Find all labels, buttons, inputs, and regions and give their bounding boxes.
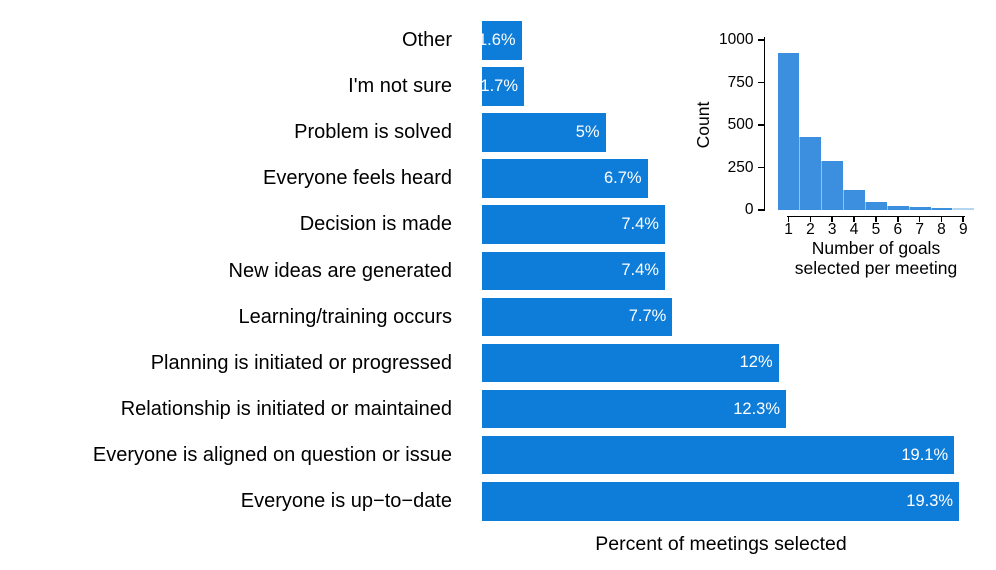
inset-y-tick-0 [757, 209, 764, 211]
inset-x-tick-label-4: 4 [849, 221, 859, 238]
inset-x-tick-2 [809, 215, 812, 222]
inset-x-axis-label-line2: selected per meeting [794, 257, 958, 278]
bar-learning-training-occurs: 7.7% [482, 297, 673, 337]
bar-value-label: 1.6% [477, 30, 516, 49]
inset-x-tick-label-2: 2 [806, 221, 815, 238]
category-label-problem-is-solved: Problem is solved [294, 121, 452, 144]
inset-x-tick-label-9: 9 [959, 221, 968, 238]
category-label-everyone-is-aligned-on-question-or-issue: Everyone is aligned on question or issue [92, 443, 452, 466]
inset-y-tick-250 [757, 166, 764, 169]
inset-x-tick-5 [875, 215, 877, 222]
bar-value-label: 7.4% [621, 215, 659, 234]
hist-bar-2 [799, 136, 822, 210]
inset-y-tick-label-0: 0 [744, 201, 754, 218]
inset-y-tick-1000 [757, 39, 764, 41]
category-label-learning-training-occurs: Learning/training occurs [238, 305, 452, 328]
inset-y-tick-750 [757, 81, 764, 84]
inset-x-tick-6 [896, 215, 899, 222]
hist-bar-8 [930, 208, 953, 210]
bar-problem-is-solved: 5% [482, 113, 606, 152]
inset-x-tick-label-7: 7 [915, 221, 924, 238]
category-label-other: Other [401, 29, 452, 51]
inset-x-tick-label-8: 8 [937, 221, 946, 238]
category-label-everyone-feels-heard: Everyone feels heard [262, 167, 452, 190]
hist-bar-9 [952, 208, 975, 210]
bar-value-label: 7.7% [628, 307, 667, 326]
bar-decision-is-made: 7.4% [482, 205, 665, 244]
category-label-everyone-is-up-to-date: Everyone is up−to−date [240, 490, 452, 512]
hist-bar-5 [865, 202, 887, 210]
bar-value-label: 19.1% [901, 445, 949, 464]
x-axis-label: Percent of meetings selected [595, 533, 847, 555]
inset-x-tick-3 [831, 215, 834, 222]
inset-x-tick-4 [853, 215, 855, 222]
inset-x-tick-label-6: 6 [893, 221, 903, 238]
hist-bar-4 [843, 189, 865, 210]
inset-x-tick-7 [918, 215, 921, 222]
hist-bar-3 [821, 160, 844, 210]
bar-new-ideas-are-generated: 7.4% [482, 251, 665, 291]
inset-x-axis-label-line1: Number of goals [811, 238, 941, 258]
category-label-planning-is-initiated-or-progressed: Planning is initiated or progressed [150, 351, 452, 374]
bar-everyone-is-up-to-date: 19.3% [482, 482, 960, 521]
category-label-new-ideas-are-generated: New ideas are generated [228, 259, 452, 282]
bar-value-label: 12% [739, 353, 773, 372]
inset-y-tick-label-250: 250 [727, 158, 754, 176]
hist-bar-1 [777, 52, 800, 210]
category-label-relationship-is-initiated-or-maintained: Relationship is initiated or maintained [120, 397, 452, 420]
inset-x-tick-8 [940, 215, 943, 222]
bar-everyone-feels-heard: 6.7% [482, 159, 648, 198]
inset-x-tick-label-5: 5 [871, 221, 881, 238]
category-label-i-m-not-sure: I'm not sure [348, 75, 452, 98]
bar-planning-is-initiated-or-progressed: 12% [482, 343, 779, 383]
category-label-decision-is-made: Decision is made [299, 213, 452, 236]
bar-value-label: 12.3% [733, 399, 781, 418]
hist-bar-7 [908, 206, 931, 210]
bar-other: 1.6% [478, 21, 522, 60]
hist-bar-6 [886, 205, 909, 210]
inset-x-tick-1 [787, 215, 790, 222]
bar-i-m-not-sure: 1.7% [480, 67, 525, 106]
inset-y-tick-label-750: 750 [727, 73, 754, 91]
inset-x-tick-label-3: 3 [827, 221, 837, 238]
inset-y-tick-label-1000: 1000 [719, 31, 754, 48]
bar-value-label: 19.3% [906, 491, 954, 510]
bar-everyone-is-aligned-on-question-or-issue: 19.1% [482, 435, 955, 475]
inset-y-tick-500 [757, 124, 764, 126]
bar-value-label: 6.7% [604, 169, 642, 188]
inset-x-tick-9 [962, 215, 965, 222]
inset-y-axis-line [763, 37, 766, 211]
bar-relationship-is-initiated-or-maintained: 12.3% [482, 389, 787, 429]
inset-y-tick-label-500: 500 [727, 116, 754, 133]
bar-value-label: 1.7% [480, 76, 519, 95]
inset-x-tick-label-1: 1 [784, 221, 793, 238]
bar-value-label: 7.4% [621, 261, 659, 280]
bar-value-label: 5% [575, 122, 600, 141]
